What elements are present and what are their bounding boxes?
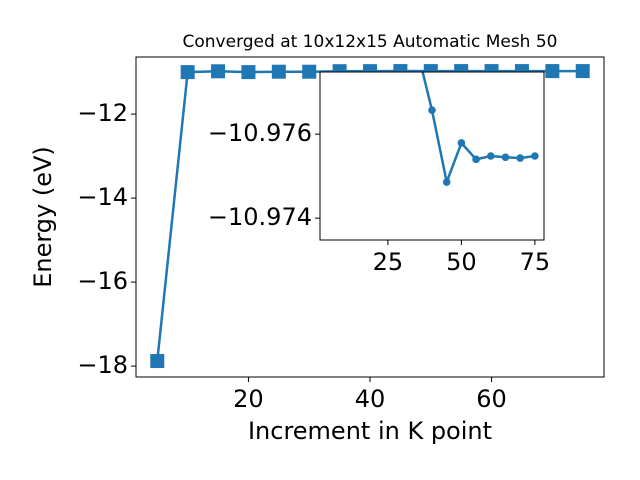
marker [486,152,495,160]
marker [545,64,560,79]
axes-frame [319,71,545,241]
marker [302,64,317,79]
y-tick-label: −16 [77,267,128,295]
inset: 25 50 75 −10.974 −10.976 [208,71,551,276]
y-tick-label: −10.974 [208,203,312,231]
x-tick-label: 25 [373,248,404,276]
y-tick-label: −10.976 [208,119,312,147]
x-tick-label: 40 [355,385,386,413]
plot-area [320,72,544,240]
marker [457,139,466,147]
x-tick-label: 60 [476,385,507,413]
y-tick-label: −18 [77,351,128,379]
marker [211,64,226,79]
y-tick-label: −12 [77,99,128,127]
y-axis-label: Energy (eV) [29,146,57,288]
marker [575,64,590,79]
plot-clip [421,72,539,187]
chart-title: Converged at 10x12x15 Automatic Mesh 50 [183,32,558,52]
marker [241,65,256,80]
x-tick-label: 75 [520,248,551,276]
plot-clip [150,64,590,369]
marker [531,152,539,160]
marker [271,64,286,79]
x-tick-label: 20 [233,385,264,413]
marker [150,354,165,369]
marker [442,178,451,186]
x-axis-label: Increment in K point [248,417,492,445]
x-tick-label: 50 [446,248,477,276]
marker [180,65,195,80]
marker [472,155,480,164]
y-tick-label: −14 [77,183,128,211]
marker [501,153,510,162]
marker [516,154,524,162]
marker [428,106,436,115]
